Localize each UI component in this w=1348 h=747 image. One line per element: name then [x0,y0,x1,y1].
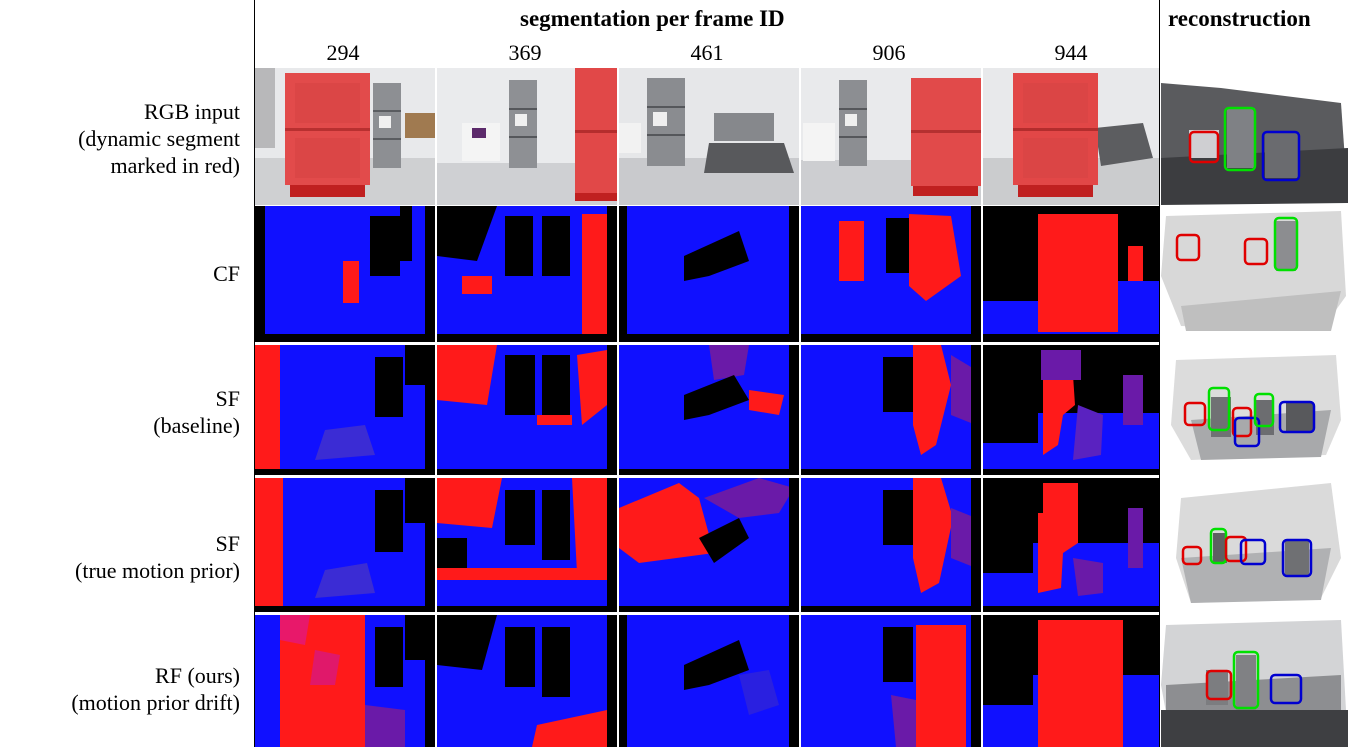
right-separator [1159,0,1160,747]
rgb-frame-461 [619,68,799,205]
sf-baseline-frame-944 [983,345,1159,475]
row-label-rgb: RGB input (dynamic segment marked in red… [78,99,240,178]
rf-frame-369 [437,615,617,747]
reconstruction-cf [1161,206,1348,342]
row-label-sf-baseline: SF (baseline) [153,386,240,438]
sf-true-frame-906 [801,478,981,612]
reconstruction-header: reconstruction [1168,6,1311,31]
frame-id-369: 369 [508,40,542,65]
segmentation-header: segmentation per frame ID [520,6,785,31]
row-label-rf-ours: RF (ours) (motion prior drift) [71,663,240,715]
sf-true-frame-461 [619,478,799,612]
rgb-frame-906 [801,68,981,205]
rf-frame-461 [619,615,799,747]
reconstruction-sf-true-motion [1161,478,1348,612]
rgb-frame-369 [437,68,617,205]
sf-baseline-frame-369 [437,345,617,475]
sf-true-frame-294 [255,478,435,612]
reconstruction-rf-ours [1161,615,1348,747]
rf-frame-944 [983,615,1159,747]
sf-baseline-frame-906 [801,345,981,475]
row-label-sf-true-motion: SF (true motion prior) [75,531,240,583]
rgb-frame-944 [983,68,1159,205]
rf-frame-294 [255,615,435,747]
rgb-frame-294 [255,68,435,205]
frame-id-294: 294 [326,40,360,65]
sf-true-frame-944 [983,478,1159,612]
left-separator [254,0,255,747]
cf-frame-294 [255,206,435,342]
cf-frame-944 [983,206,1159,342]
rf-frame-906 [801,615,981,747]
sf-baseline-frame-461 [619,345,799,475]
frame-id-944: 944 [1054,40,1088,65]
reconstruction-rgb [1161,68,1348,205]
row-label-cf: CF [213,261,240,286]
sf-baseline-frame-294 [255,345,435,475]
cf-frame-906 [801,206,981,342]
reconstruction-sf-baseline [1161,345,1348,475]
frame-id-461: 461 [690,40,724,65]
cf-frame-461 [619,206,799,342]
sf-true-frame-369 [437,478,617,612]
cf-frame-369 [437,206,617,342]
frame-id-906: 906 [872,40,906,65]
